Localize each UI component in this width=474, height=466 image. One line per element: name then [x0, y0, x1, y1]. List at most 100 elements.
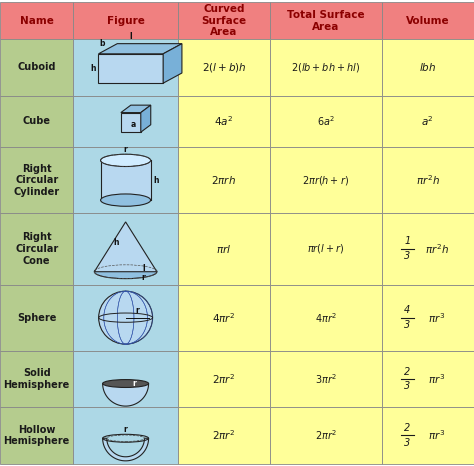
Text: Curved
Surface
Area: Curved Surface Area	[201, 4, 246, 37]
Polygon shape	[121, 113, 141, 132]
Polygon shape	[99, 54, 163, 83]
Bar	[73, 407, 178, 464]
Text: $\pi r(l+r)$: $\pi r(l+r)$	[307, 242, 345, 255]
Bar	[0, 39, 73, 96]
Text: $4\pi r^2$: $4\pi r^2$	[315, 311, 337, 324]
Text: r: r	[133, 379, 136, 388]
Polygon shape	[163, 44, 182, 83]
Bar	[270, 407, 382, 464]
Text: Name: Name	[20, 16, 54, 26]
Bar	[270, 39, 382, 96]
Text: $a^2$: $a^2$	[421, 115, 434, 128]
Polygon shape	[141, 105, 151, 132]
Text: h: h	[113, 238, 118, 247]
Bar	[178, 285, 270, 351]
Text: r: r	[141, 273, 145, 282]
Text: Volume: Volume	[406, 16, 450, 26]
Bar	[0, 351, 73, 407]
Text: b: b	[99, 39, 105, 48]
Bar	[270, 147, 382, 213]
Circle shape	[99, 291, 153, 344]
Text: $2\pi r^2$: $2\pi r^2$	[212, 372, 236, 386]
Bar	[178, 351, 270, 407]
Text: $\pi r^3$: $\pi r^3$	[428, 429, 446, 442]
Bar	[382, 351, 474, 407]
Text: h: h	[153, 176, 158, 185]
Text: $2(l+b)h$: $2(l+b)h$	[201, 61, 246, 74]
Bar	[73, 351, 178, 407]
Bar	[382, 147, 474, 213]
Text: Sphere: Sphere	[17, 313, 56, 322]
Text: $3\pi r^2$: $3\pi r^2$	[315, 372, 337, 386]
Bar	[270, 96, 382, 147]
Text: $2\pi r^2$: $2\pi r^2$	[212, 429, 236, 442]
Bar	[178, 407, 270, 464]
Bar	[73, 147, 178, 213]
Text: Total Surface
Area: Total Surface Area	[287, 10, 365, 32]
Bar	[0, 2, 73, 39]
Bar	[270, 213, 382, 285]
Text: Right
Circular
Cone: Right Circular Cone	[15, 233, 58, 266]
Text: l: l	[143, 264, 146, 273]
Text: 2: 2	[404, 423, 410, 433]
Ellipse shape	[100, 194, 151, 206]
Text: $4\pi r^2$: $4\pi r^2$	[212, 311, 236, 324]
Bar	[178, 2, 270, 39]
Text: l: l	[129, 32, 132, 41]
Bar	[382, 213, 474, 285]
Text: $\pi rl$: $\pi rl$	[216, 243, 232, 255]
Text: $6a^2$: $6a^2$	[317, 115, 335, 128]
Text: Right
Circular
Cylinder: Right Circular Cylinder	[14, 164, 60, 197]
Bar	[382, 39, 474, 96]
Text: $2\pi r(h+r)$: $2\pi r(h+r)$	[302, 174, 349, 187]
Bar	[178, 96, 270, 147]
Bar	[100, 160, 151, 200]
Polygon shape	[99, 44, 182, 54]
Text: 3: 3	[404, 251, 410, 261]
Bar	[382, 96, 474, 147]
Bar	[0, 147, 73, 213]
Text: $4a^2$: $4a^2$	[214, 115, 234, 128]
Bar	[73, 96, 178, 147]
Text: $lbh$: $lbh$	[419, 62, 437, 73]
Bar	[178, 39, 270, 96]
Text: Cuboid: Cuboid	[18, 62, 56, 72]
Text: $\pi r^3$: $\pi r^3$	[428, 311, 446, 324]
Text: r: r	[136, 306, 140, 315]
Bar	[270, 285, 382, 351]
Bar	[178, 213, 270, 285]
Text: h: h	[91, 64, 96, 73]
Text: 3: 3	[404, 320, 410, 330]
Bar	[0, 96, 73, 147]
Text: $\pi r^3$: $\pi r^3$	[428, 372, 446, 386]
Text: $2\pi r^2$: $2\pi r^2$	[315, 429, 337, 442]
Bar	[178, 147, 270, 213]
Text: Solid
Hemisphere: Solid Hemisphere	[4, 368, 70, 390]
Bar	[382, 285, 474, 351]
Bar	[382, 2, 474, 39]
Ellipse shape	[94, 265, 157, 279]
Text: $2(lb+bh+hl)$: $2(lb+bh+hl)$	[292, 61, 360, 74]
Text: $2\pi rh$: $2\pi rh$	[211, 174, 237, 186]
Text: r: r	[124, 425, 128, 434]
Text: r: r	[124, 145, 128, 154]
Bar	[0, 285, 73, 351]
Bar	[73, 213, 178, 285]
Text: 1: 1	[404, 236, 410, 247]
Ellipse shape	[100, 154, 151, 166]
Bar	[73, 2, 178, 39]
Text: Hollow
Hemisphere: Hollow Hemisphere	[4, 425, 70, 446]
Bar	[73, 285, 178, 351]
Text: 3: 3	[404, 438, 410, 448]
Bar	[73, 39, 178, 96]
Bar	[382, 407, 474, 464]
Polygon shape	[94, 222, 157, 272]
Bar	[270, 2, 382, 39]
Text: 2: 2	[404, 367, 410, 377]
Text: Figure: Figure	[107, 16, 145, 26]
Ellipse shape	[103, 380, 148, 387]
Text: $\pi r^2 h$: $\pi r^2 h$	[425, 242, 449, 256]
Text: 3: 3	[404, 382, 410, 391]
Polygon shape	[103, 384, 148, 406]
Bar	[270, 351, 382, 407]
